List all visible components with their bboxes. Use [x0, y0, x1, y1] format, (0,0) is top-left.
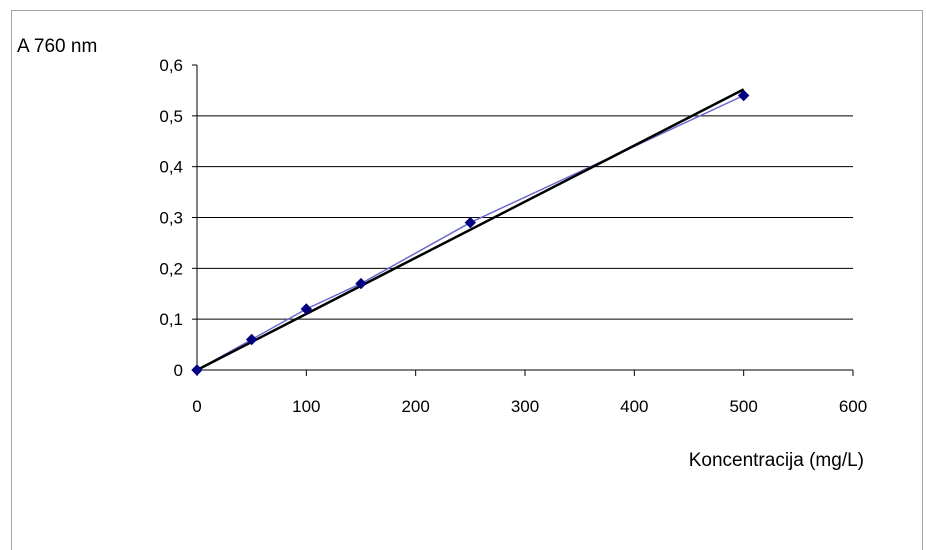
data-point [737, 89, 750, 102]
data-point [300, 303, 313, 315]
calibration-chart: 00,10,20,30,40,50,6 0 100 200 300 400 500 600 … [17, 36, 867, 471]
x-tick-label: 200 [401, 397, 429, 416]
y-tick-label: 0,4 [159, 158, 183, 177]
data-point-markers [191, 89, 750, 376]
y-axis-ticks: 0 0,1 0,2 0,3 0,4 0,5 0,6 [159, 56, 197, 380]
y-tick-label: 0,1 [159, 310, 183, 329]
data-point [355, 277, 367, 290]
y-tick-label: 0 [174, 361, 183, 380]
x-tick-label: 400 [620, 397, 648, 416]
data-point [191, 364, 203, 376]
y-tick-label: 0,3 [159, 209, 183, 228]
y-axis-title: A 760 nm [17, 36, 97, 57]
x-tick-label: 0 [192, 397, 201, 416]
x-axis-title: Koncentracija (mg/L) [689, 450, 864, 471]
trendline-group [196, 88, 745, 372]
series-line [196, 94, 744, 371]
y-tick-label: 0,2 [159, 259, 183, 278]
data-point [464, 216, 477, 229]
data-point [245, 333, 258, 346]
chart-frame [11, 10, 923, 550]
x-tick-label: 500 [729, 397, 757, 416]
x-tick-label: 100 [292, 397, 320, 416]
x-tick-label: 300 [511, 397, 539, 416]
gridlines [197, 115, 853, 320]
y-tick-label: 0,5 [159, 107, 183, 126]
x-axis-ticks: 0 100 200 300 400 500 600 [192, 370, 867, 416]
trendline [196, 88, 745, 372]
x-tick-label: 600 [839, 397, 867, 416]
series-line-group [196, 94, 744, 371]
y-tick-label: 0,6 [159, 56, 183, 75]
